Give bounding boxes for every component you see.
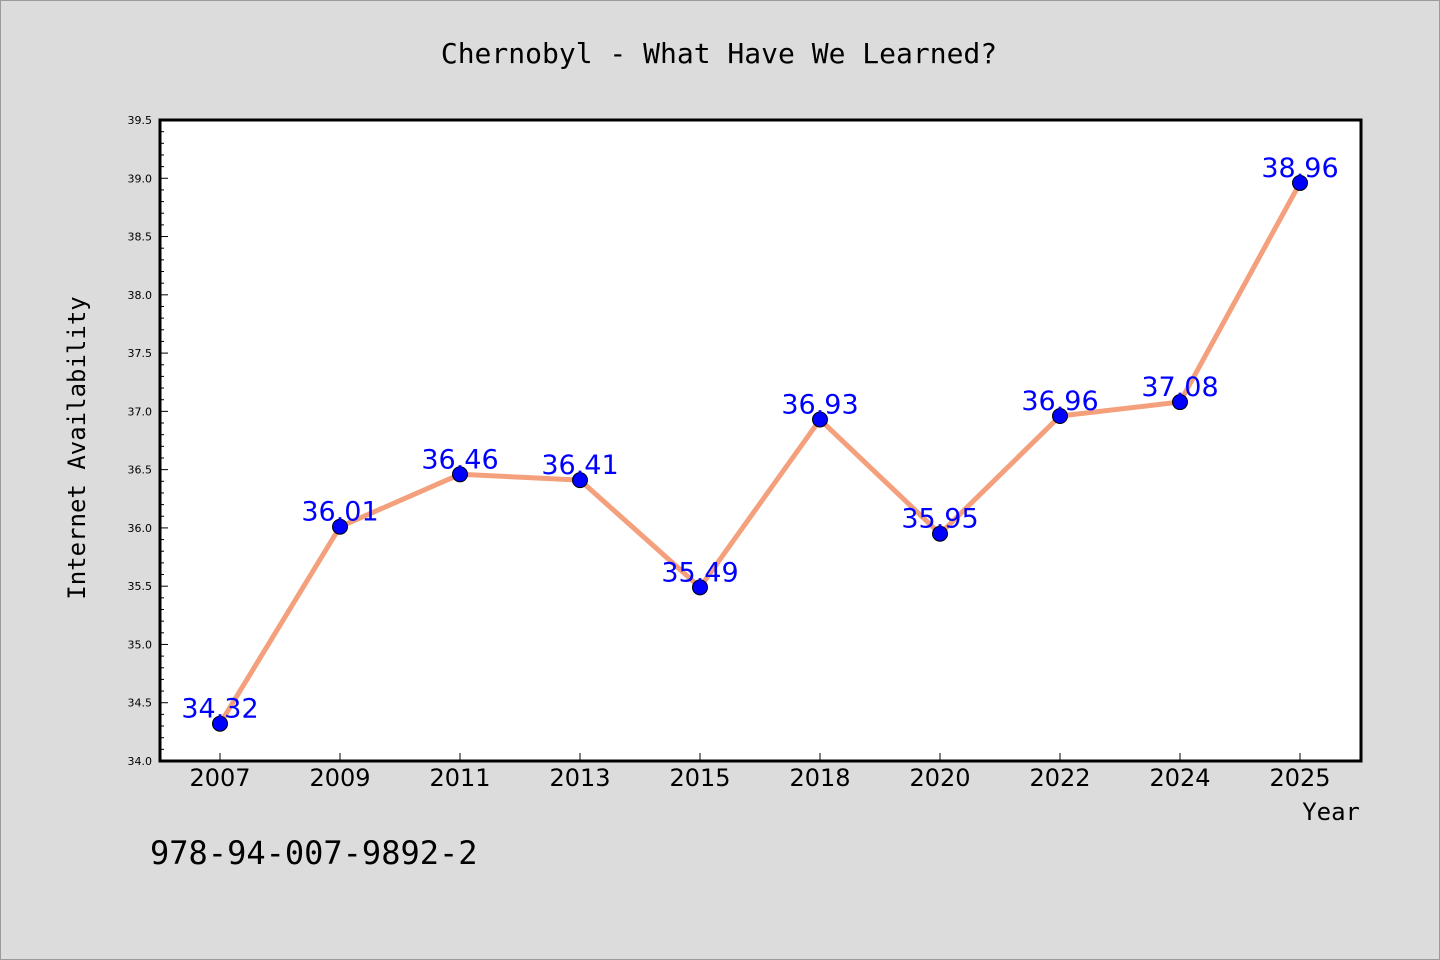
series-line-group	[217, 180, 1303, 727]
data-point	[812, 411, 828, 428]
y-axis-label: Internet Availability	[63, 296, 91, 599]
x-axis: 2007 2009 2011 2013 2015 2018 2020 2022 2024 2025	[189, 753, 1331, 792]
data-point	[332, 518, 348, 535]
x-axis-label: Year	[1302, 798, 1360, 826]
footer-isbn: 978-94-007-9892-2	[150, 834, 478, 872]
x-tick-label: 2025	[1269, 764, 1330, 792]
data-label: 37.08	[1141, 372, 1218, 403]
data-point	[572, 472, 588, 489]
series-line	[217, 180, 1303, 727]
data-label: 36.96	[1021, 386, 1098, 417]
data-label: 36.93	[781, 390, 858, 421]
y-tick-label: 34.0	[128, 755, 153, 768]
data-label-group: 34.32 36.01 36.46 36.41 35.49 36.93 35.95 36.96…	[181, 153, 1338, 725]
data-label: 35.95	[901, 504, 978, 535]
marker-group	[212, 174, 1308, 732]
data-point	[932, 525, 948, 542]
x-tick-label: 2024	[1149, 764, 1210, 792]
y-tick-label: 39.0	[128, 172, 153, 185]
x-tick-label: 2009	[309, 764, 370, 792]
x-tick-label: 2018	[789, 764, 850, 792]
data-point	[1052, 408, 1068, 425]
x-tick-label: 2011	[429, 764, 490, 792]
plot-area	[158, 118, 1363, 763]
y-tick-label: 37.5	[128, 347, 153, 360]
data-label: 36.01	[301, 497, 378, 528]
data-point	[212, 715, 228, 732]
x-tick-label: 2013	[549, 764, 610, 792]
data-label: 38.96	[1261, 153, 1338, 184]
x-tick-label: 2015	[669, 764, 730, 792]
data-point	[1292, 174, 1308, 191]
chart-title: Chernobyl - What Have We Learned?	[441, 37, 997, 70]
y-tick-label: 38.5	[128, 231, 153, 244]
y-tick-label: 39.5	[128, 114, 153, 127]
data-label: 36.46	[421, 444, 498, 475]
y-tick-label: 35.0	[128, 638, 153, 651]
data-label: 36.41	[541, 450, 618, 481]
data-point	[1172, 394, 1188, 411]
data-label: 35.49	[661, 557, 738, 588]
x-tick-label: 2007	[189, 764, 250, 792]
y-tick-label: 37.0	[128, 405, 153, 418]
x-tick-label: 2022	[1029, 764, 1090, 792]
data-label: 34.32	[181, 694, 258, 725]
y-axis: 34.0 34.5 35.0 35.5 36.0 36.5 37.0 37.5 38.0 38.5…	[128, 114, 168, 768]
x-tick-label: 2020	[909, 764, 970, 792]
data-point	[692, 579, 708, 596]
y-tick-label: 36.5	[128, 464, 153, 477]
y-tick-label: 36.0	[128, 522, 153, 535]
data-point	[452, 466, 468, 483]
y-tick-label: 34.5	[128, 697, 153, 710]
y-tick-label: 35.5	[128, 580, 153, 593]
y-tick-label: 38.0	[128, 289, 153, 302]
